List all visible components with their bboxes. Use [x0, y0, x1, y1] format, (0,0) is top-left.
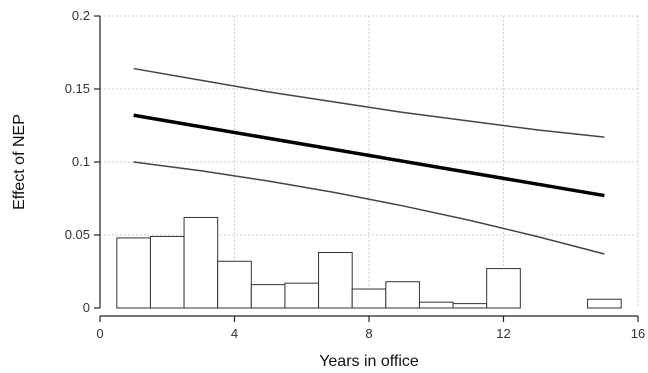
x-tick-label: 4	[231, 326, 238, 341]
histogram-bar	[385, 281, 420, 309]
lines	[133, 67, 605, 255]
histogram-bar	[486, 268, 521, 309]
lower-ci-line	[133, 161, 605, 255]
histogram-bar	[183, 216, 219, 309]
histogram-bar	[217, 260, 252, 309]
y-tick-label: 0.2	[72, 8, 90, 23]
axes: 0 0.05 0.1 0.15 0.2 0 4 8 12 16	[65, 8, 646, 341]
y-tick-label: 0	[83, 300, 90, 315]
histogram-bar	[116, 237, 151, 309]
x-tick-label: 0	[96, 326, 103, 341]
histogram-bar	[149, 235, 185, 309]
x-tick-label: 8	[365, 326, 372, 341]
histogram-bar	[452, 303, 488, 309]
y-tick-label: 0.15	[65, 81, 90, 96]
upper-ci-line	[133, 67, 605, 138]
histogram-bar	[318, 252, 353, 309]
x-axis-label: Years in office	[319, 353, 419, 370]
histogram-bar	[250, 284, 286, 309]
histogram-bar	[284, 282, 320, 309]
y-axis-label: Effect of NEP	[11, 114, 28, 210]
histogram	[116, 216, 622, 309]
y-tick-label: 0.1	[72, 154, 90, 169]
histogram-bar	[587, 298, 622, 309]
histogram-bar	[418, 301, 454, 309]
x-tick-label: 12	[496, 326, 510, 341]
histogram-bar	[351, 288, 387, 309]
estimate-line	[133, 113, 605, 198]
x-tick-label: 16	[631, 326, 645, 341]
y-tick-label: 0.05	[65, 227, 90, 242]
